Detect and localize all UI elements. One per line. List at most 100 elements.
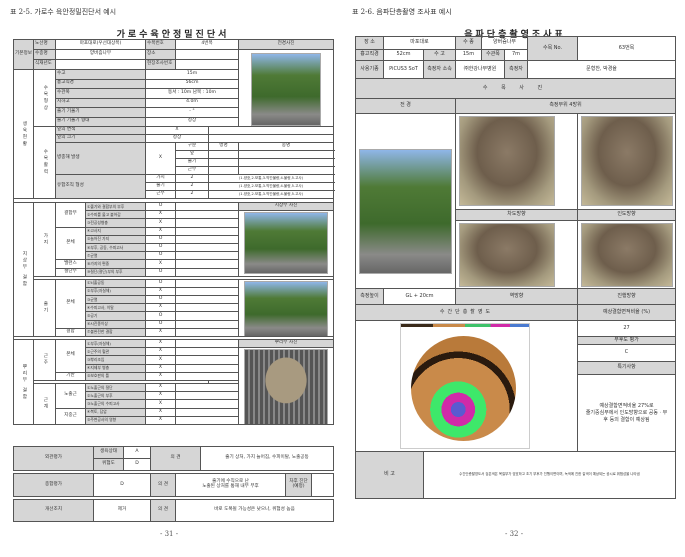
diagnosis-table: 기본정보 노선명 마포대로(우선대상목) 수목번호 4번목 전경사진 수종명 양버즘나무 장소 식… xyxy=(12,39,335,425)
sidewalk-photo xyxy=(581,223,674,287)
species-value: 양버즘나무 xyxy=(480,36,529,50)
org-value: ㈜한강나무병원 xyxy=(455,60,505,79)
shape-value: 4.0m xyxy=(144,97,240,108)
defect-mark: X xyxy=(145,338,176,349)
overall-label: 종합평가 xyxy=(13,473,94,497)
empty-cell xyxy=(174,327,240,338)
empty-cell xyxy=(238,158,335,167)
defect-item: ①부후(자실체) xyxy=(85,338,146,349)
empty-cell xyxy=(174,242,240,253)
defect-mark: X xyxy=(145,303,176,313)
defect-item: ①줄기와 결합부의 부후 xyxy=(85,201,146,212)
shape-value: - ° xyxy=(144,107,240,118)
empty-cell xyxy=(174,355,240,365)
defect-group: 밸런스 xyxy=(55,259,86,269)
dbh-label: 흉고직경 xyxy=(355,49,384,61)
root-photo xyxy=(244,349,329,424)
defect-mark: O xyxy=(145,201,176,212)
empty-cell xyxy=(174,259,240,269)
stem-photo-cell xyxy=(238,278,335,338)
basic-value xyxy=(55,59,146,70)
remark-label: 비 고 xyxy=(355,451,424,499)
overview-photo xyxy=(359,149,452,274)
above-photo-1 xyxy=(244,212,329,275)
empty-cell xyxy=(174,391,240,401)
right-title: 음파단층촬영조사표 xyxy=(464,30,566,40)
basic-value: 마포대로(우선대상목) xyxy=(55,39,146,50)
root-photo-cell xyxy=(238,347,335,425)
wound-part: 근부 xyxy=(145,190,176,199)
basic-label: 수목번호 xyxy=(145,39,176,50)
photo-cell-2 xyxy=(577,113,677,210)
root-photo-label: 뿌리부 사진 xyxy=(238,338,335,349)
shape-item: 흉고직경 xyxy=(55,78,146,89)
overall-opinion: 줄기에 수직으로 난 노출된 상처를 통해 내부 부후 xyxy=(175,473,286,497)
pest-part: 근부 xyxy=(175,166,209,175)
defect-item: ①노출근의 절단 xyxy=(85,382,146,393)
defect-group: 결합부 xyxy=(55,202,86,228)
defect-item: ②부후(자실체) xyxy=(85,286,146,297)
defect-group: 본체 xyxy=(55,278,86,329)
pest-label: 병충해 발생 xyxy=(55,142,146,175)
vitality-label: 수목활력 xyxy=(33,126,56,199)
measure-photo-2 xyxy=(581,116,674,206)
overview-photo-cell xyxy=(238,49,335,127)
tomogram-color-scale xyxy=(401,324,529,327)
basic-value: 양버즘나무 xyxy=(55,49,146,60)
forward-direction-label: 진행방향 xyxy=(577,288,677,305)
tomogram-header: 수간단층촬영도 xyxy=(354,304,579,321)
basic-value xyxy=(174,49,240,60)
action-opinion-label: 의 견 xyxy=(150,499,176,522)
wound-scale: (1.양호,2.보통,3.약간불량,4.불량,5.고사) xyxy=(207,190,335,199)
shape-value: 56cm xyxy=(144,78,240,89)
empty-cell xyxy=(174,234,240,244)
defect-item: ⑦불완전한 결합 xyxy=(85,327,146,338)
defect-mark: O xyxy=(145,267,176,277)
sidewalk-direction-label: 인도방향 xyxy=(577,209,677,221)
right-caption: 표 2-6. 음파단층촬영 조사표 예시 xyxy=(352,8,452,16)
empty-cell xyxy=(238,150,335,159)
stem-label: 줄기 xyxy=(33,278,56,338)
defect-group: 지중근 xyxy=(55,407,86,425)
branch-label: 가지 xyxy=(33,202,56,277)
defect-group: 절단부 xyxy=(55,267,86,277)
appearance-opinion-label: 의 견 xyxy=(150,446,201,471)
wound-scale: (1.양호,2.보통,3.약간불량,4.불량,5.고사) xyxy=(207,182,335,191)
reverse-direction-label: 역방향 xyxy=(454,288,579,305)
system-label: 근계 xyxy=(33,382,56,425)
defect-item: ⑥시진종이상 xyxy=(85,319,146,329)
defect-group: 노출근 xyxy=(55,382,86,409)
defect-item: ⑤주변공사의 영향 xyxy=(85,415,146,425)
measure-height-value: GL + 20cm xyxy=(383,288,456,305)
org-label: 측정자 소속 xyxy=(423,60,456,79)
defect-mark: X xyxy=(145,210,176,220)
shape-item: 줄기 기울기 형태 xyxy=(55,116,146,127)
defect-mark: X xyxy=(145,371,176,381)
overview-photo-cell xyxy=(355,113,456,289)
empty-cell xyxy=(238,166,335,175)
defect-item: ③노출근의 수피고사 xyxy=(85,399,146,409)
defect-mark: O xyxy=(145,295,176,305)
measure-photo-1 xyxy=(459,116,555,206)
action-value: 제거 xyxy=(93,499,151,522)
pest-header: 병명 xyxy=(207,142,240,151)
basic-value xyxy=(174,59,240,70)
leaf-value: 정상 xyxy=(145,134,209,143)
basic-label: 수종명 xyxy=(33,49,56,60)
empty-cell xyxy=(174,218,240,228)
empty-cell xyxy=(207,134,335,143)
action-label: 개선조치 xyxy=(13,499,94,522)
shape-item: 지하고 xyxy=(55,97,146,108)
basic-label: 노선명 xyxy=(33,39,56,50)
basic-info-section: 기본정보 xyxy=(13,39,34,70)
defect-mark: X xyxy=(145,347,176,357)
appearance-table: 외관평가 생육상태 A 의 견 줄기 상처, 가지 늘어짐, 수피이탈, 노출공동 위험… xyxy=(13,446,334,471)
tomogram-image xyxy=(400,323,530,449)
basic-label: 장소 xyxy=(145,49,176,60)
shape-value: 정상 xyxy=(144,116,240,127)
defect-group: 결합 xyxy=(55,327,86,338)
empty-cell xyxy=(207,158,240,167)
above-section: 지상부 결함 xyxy=(13,202,34,337)
defect-item: ③균열 xyxy=(85,295,146,305)
place-label: 장 소 xyxy=(355,36,384,50)
